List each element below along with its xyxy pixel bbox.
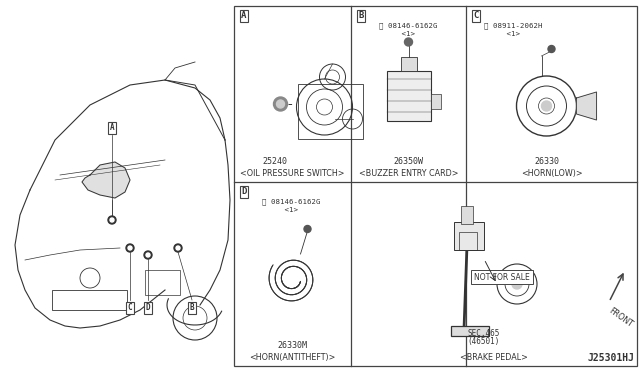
Polygon shape [82, 162, 130, 198]
Text: C: C [474, 12, 479, 20]
Circle shape [548, 45, 555, 52]
Text: B: B [189, 304, 195, 312]
Text: D: D [241, 187, 246, 196]
Text: Ⓝ 08911-2062H
     <1>: Ⓝ 08911-2062H <1> [484, 22, 543, 36]
Text: NOT FOR SALE: NOT FOR SALE [474, 273, 530, 282]
Polygon shape [577, 92, 596, 120]
Text: <BUZZER ENTRY CARD>: <BUZZER ENTRY CARD> [359, 169, 458, 178]
Circle shape [512, 279, 522, 289]
Text: <HORN(LOW)>: <HORN(LOW)> [521, 169, 582, 178]
Text: <OIL PRESSURE SWITCH>: <OIL PRESSURE SWITCH> [240, 169, 345, 178]
Text: A: A [241, 12, 246, 20]
Text: 26350W: 26350W [394, 157, 424, 166]
Bar [298, 84, 362, 139]
Circle shape [146, 253, 150, 257]
Bar [431, 94, 440, 109]
Text: B: B [358, 12, 364, 20]
Text: 25240: 25240 [262, 157, 287, 166]
Bar [401, 57, 417, 71]
Text: Ⓑ 08146-6162G
     <1>: Ⓑ 08146-6162G <1> [379, 22, 438, 36]
Text: <BRAKE PEDAL>: <BRAKE PEDAL> [460, 353, 528, 362]
Circle shape [176, 246, 180, 250]
Text: (46501): (46501) [468, 337, 500, 346]
Text: C: C [128, 304, 132, 312]
Circle shape [276, 100, 285, 108]
Text: SEC.465: SEC.465 [468, 329, 500, 338]
Circle shape [174, 244, 182, 252]
Circle shape [108, 216, 116, 224]
Text: A: A [109, 124, 115, 132]
Bar [387, 71, 431, 121]
Text: FRONT: FRONT [607, 306, 634, 329]
Circle shape [273, 97, 287, 111]
Text: J25301HJ: J25301HJ [587, 353, 634, 363]
Text: 26330M: 26330M [278, 341, 307, 350]
Text: Ⓑ 08146-6162G
     <1>: Ⓑ 08146-6162G <1> [262, 198, 321, 213]
Bar [145, 270, 180, 295]
Circle shape [126, 244, 134, 252]
Bar [461, 206, 473, 224]
Bar [234, 6, 637, 366]
Circle shape [110, 218, 114, 222]
Circle shape [304, 225, 311, 232]
Bar [451, 326, 489, 336]
Text: <HORN(ANTITHEFT)>: <HORN(ANTITHEFT)> [250, 353, 336, 362]
Circle shape [404, 38, 413, 46]
Circle shape [128, 246, 132, 250]
Circle shape [144, 251, 152, 259]
Bar [459, 232, 477, 250]
Text: 26330: 26330 [534, 157, 559, 166]
Bar [52, 290, 127, 310]
Circle shape [541, 101, 552, 111]
Bar [454, 222, 484, 250]
Text: D: D [146, 304, 150, 312]
